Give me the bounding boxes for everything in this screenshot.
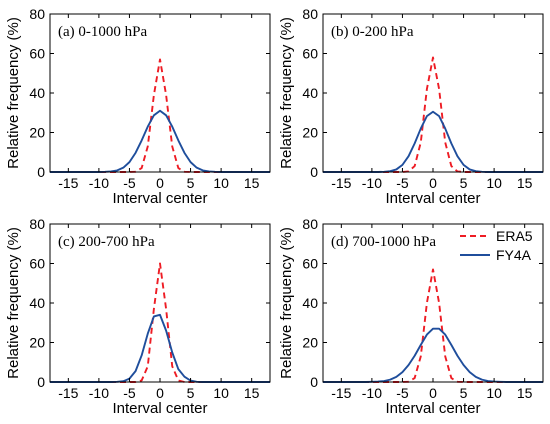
x-tick-label: -5	[123, 385, 136, 401]
y-tick-label: 60	[302, 256, 318, 272]
x-tick-label: 10	[486, 385, 502, 401]
y-tick-label: 60	[302, 46, 318, 62]
y-tick-label: 80	[302, 6, 318, 22]
y-tick-label: 40	[29, 85, 45, 101]
y-axis-label: Relative frequency (%)	[5, 227, 22, 379]
x-tick-label: 5	[187, 385, 195, 401]
x-tick-label: 5	[460, 175, 468, 191]
y-tick-label: 20	[302, 125, 318, 141]
y-axis-label: Relative frequency (%)	[278, 17, 295, 169]
x-tick-label: 10	[486, 175, 502, 191]
x-tick-label: -5	[123, 175, 136, 191]
x-tick-label: -10	[362, 175, 382, 191]
x-tick-label: 0	[429, 385, 437, 401]
y-tick-label: 20	[302, 335, 318, 351]
series-line-era5	[50, 58, 270, 173]
x-tick-label: -5	[396, 175, 409, 191]
legend: ERA5 FY4A	[460, 228, 533, 263]
y-tick-label: 80	[29, 6, 45, 22]
chart-panel-0: -15 -10 -5 0 5 10 15 0 20 40 60 80 Interval center Re…	[5, 6, 271, 207]
x-axis-label: Interval center	[112, 190, 207, 207]
y-tick-label: 0	[37, 164, 45, 180]
series-line-fy4a	[323, 110, 543, 173]
series-line-fy4a	[50, 313, 270, 383]
y-tick-label: 40	[302, 85, 318, 101]
y-tick-label: 80	[302, 216, 318, 232]
x-tick-label: -15	[331, 175, 351, 191]
x-tick-label: 0	[156, 385, 164, 401]
y-tick-label: 20	[29, 335, 45, 351]
chart-panel-3: -15 -10 -5 0 5 10 15 0 20 40 60 80 Interval center Re…	[278, 216, 544, 417]
y-tick-label: 0	[310, 164, 318, 180]
x-tick-label: -10	[89, 175, 109, 191]
x-tick-label: 0	[156, 175, 164, 191]
y-axis-label: Relative frequency (%)	[5, 17, 22, 169]
panel-label: (b) 0-200 hPa	[331, 24, 414, 40]
y-tick-label: 20	[29, 125, 45, 141]
x-tick-label: -10	[362, 385, 382, 401]
x-axis-label: Interval center	[112, 400, 207, 417]
series-line-era5	[323, 268, 543, 383]
x-tick-label: 15	[244, 175, 260, 191]
y-tick-label: 0	[310, 374, 318, 390]
legend-label: ERA5	[496, 228, 533, 244]
x-tick-label: 15	[244, 385, 260, 401]
x-tick-label: 5	[187, 175, 195, 191]
x-tick-label: 10	[213, 175, 229, 191]
y-tick-label: 80	[29, 216, 45, 232]
x-tick-label: -15	[331, 385, 351, 401]
x-tick-label: -5	[396, 385, 409, 401]
x-tick-label: 0	[429, 175, 437, 191]
chart-panel-1: -15 -10 -5 0 5 10 15 0 20 40 60 80 Interval center Re…	[278, 6, 544, 207]
y-tick-label: 60	[29, 256, 45, 272]
x-axis-label: Interval center	[385, 190, 480, 207]
legend-label: FY4A	[496, 247, 532, 263]
y-tick-label: 40	[302, 295, 318, 311]
y-tick-label: 0	[37, 374, 45, 390]
panel-label: (c) 200-700 hPa	[58, 234, 155, 250]
x-tick-label: 10	[213, 385, 229, 401]
x-tick-label: -15	[58, 385, 78, 401]
series-line-era5	[323, 56, 543, 173]
y-tick-label: 40	[29, 295, 45, 311]
y-axis-label: Relative frequency (%)	[278, 227, 295, 379]
x-tick-label: -10	[89, 385, 109, 401]
x-tick-label: 15	[517, 385, 533, 401]
series-line-fy4a	[50, 109, 270, 173]
series-line-era5	[50, 262, 270, 383]
panel-label: (d) 700-1000 hPa	[331, 234, 436, 250]
y-tick-label: 60	[29, 46, 45, 62]
chart-panel-2: -15 -10 -5 0 5 10 15 0 20 40 60 80 Interval center Re…	[5, 216, 271, 417]
x-tick-label: -15	[58, 175, 78, 191]
x-tick-label: 15	[517, 175, 533, 191]
series-line-fy4a	[323, 327, 543, 383]
panel-label: (a) 0-1000 hPa	[58, 24, 147, 40]
x-tick-label: 5	[460, 385, 468, 401]
x-axis-label: Interval center	[385, 400, 480, 417]
